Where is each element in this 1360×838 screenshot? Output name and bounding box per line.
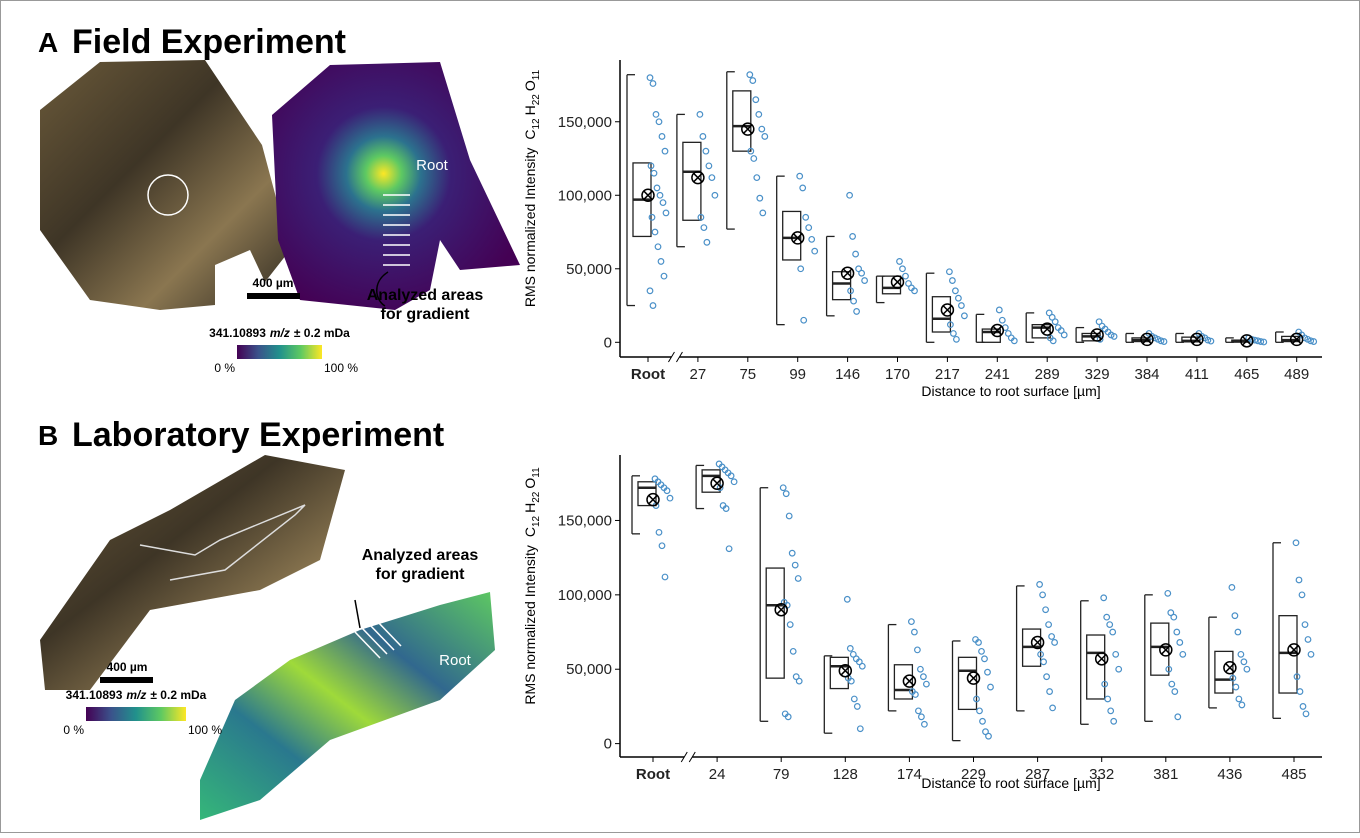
x-tick-label: 79	[773, 766, 790, 783]
x-tick-label: 489	[1284, 366, 1309, 383]
x-tick-label: 217	[935, 366, 960, 383]
colorbar-tick: 0 %	[214, 361, 235, 375]
colorbar-label-part: ± 0.2 mDa	[294, 326, 350, 340]
colorbar	[237, 345, 322, 359]
y-axis-compound: 12	[531, 118, 542, 130]
x-tick-label: 128	[833, 766, 858, 783]
x-tick-label: 436	[1217, 766, 1242, 783]
x-tick-label: 384	[1134, 366, 1159, 383]
x-tick-label: 411	[1185, 366, 1209, 383]
x-tick-label: 229	[961, 766, 986, 783]
x-tick-label: Root	[636, 766, 670, 783]
arrow-label: Analyzed areas	[367, 287, 484, 304]
x-axis-label: Distance to root surface [µm]	[921, 775, 1100, 791]
x-tick-label: 287	[1025, 766, 1050, 783]
y-axis-compound: 11	[531, 69, 542, 80]
colorbar-tick: 0 %	[63, 723, 84, 737]
x-axis-label: Distance to root surface [µm]	[921, 383, 1100, 399]
y-axis-compound: 12	[531, 515, 542, 527]
y-tick-label: 100,000	[558, 587, 612, 604]
x-tick-label: 75	[739, 366, 756, 383]
x-tick-label: 27	[690, 366, 707, 383]
colorbar-label: 341.10893m/z ± 0.2 mDa	[66, 688, 207, 702]
colorbar-label-part: m/z	[126, 688, 146, 702]
scale-bar-label: 400 µm	[253, 276, 294, 290]
panel-title: Laboratory Experiment	[72, 416, 444, 454]
y-axis-compound: O	[522, 80, 538, 91]
y-axis-compound: H	[522, 503, 538, 513]
colorbar-label: 341.10893 m/z ± 0.2 mDa	[209, 326, 350, 340]
x-tick-label: 146	[835, 366, 860, 383]
x-tick-label: 241	[985, 366, 1010, 383]
x-tick-label: 24	[709, 766, 726, 783]
y-tick-label: 50,000	[566, 661, 612, 678]
x-tick-label: 329	[1085, 366, 1110, 383]
panel-label: B	[38, 420, 58, 451]
y-tick-label: 150,000	[558, 114, 612, 131]
colorbar-tick: 100 %	[324, 361, 358, 375]
y-axis-compound: 22	[531, 94, 542, 106]
y-axis-compound: 22	[531, 491, 542, 503]
y-tick-label: 50,000	[566, 261, 612, 278]
colorbar-label-part: ± 0.2 mDa	[150, 688, 206, 702]
colorbar-label-part: 341.10893	[209, 326, 266, 340]
x-tick-label: 485	[1281, 766, 1306, 783]
y-axis-label-text: RMS normalized Intensity	[522, 545, 538, 705]
y-axis-compound: 11	[531, 467, 542, 478]
y-axis-compound: C	[522, 527, 538, 537]
x-tick-label: 465	[1234, 366, 1259, 383]
arrow-label: Analyzed areas	[362, 547, 479, 564]
x-tick-label: 99	[789, 366, 806, 383]
x-tick-label: Root	[631, 366, 665, 383]
root-label: Root	[439, 652, 472, 669]
x-tick-label: 174	[897, 766, 922, 783]
panel-label: A	[38, 27, 58, 58]
x-tick-label: 289	[1035, 366, 1060, 383]
figure: 400 µm341.10893m/z± 0.2 mDa0 %100 %RootA…	[0, 0, 1360, 833]
y-axis-compound: H	[522, 105, 538, 115]
y-tick-label: 0	[604, 334, 612, 351]
x-tick-label: 381	[1153, 766, 1178, 783]
colorbar-label-part: 341.10893	[66, 688, 123, 702]
arrow-label: for gradient	[376, 566, 466, 583]
y-axis-label-text: RMS normalized Intensity	[522, 148, 538, 308]
x-tick-label: 332	[1089, 766, 1114, 783]
colorbar-tick: 100 %	[188, 723, 222, 737]
y-tick-label: 150,000	[558, 512, 612, 529]
y-tick-label: 0	[604, 736, 612, 753]
panel-title: Field Experiment	[72, 23, 346, 61]
scale-bar	[100, 677, 153, 683]
scale-bar-label: 400 µm	[107, 660, 148, 674]
root-label: Root	[416, 157, 449, 174]
x-tick-label: 170	[885, 366, 910, 383]
scale-bar	[247, 293, 300, 299]
y-axis-compound: C	[522, 130, 538, 140]
colorbar	[86, 707, 186, 721]
y-tick-label: 100,000	[558, 187, 612, 204]
arrow-label: for gradient	[381, 306, 471, 323]
colorbar-label-part: m/z	[270, 326, 290, 340]
y-axis-compound: O	[522, 478, 538, 489]
